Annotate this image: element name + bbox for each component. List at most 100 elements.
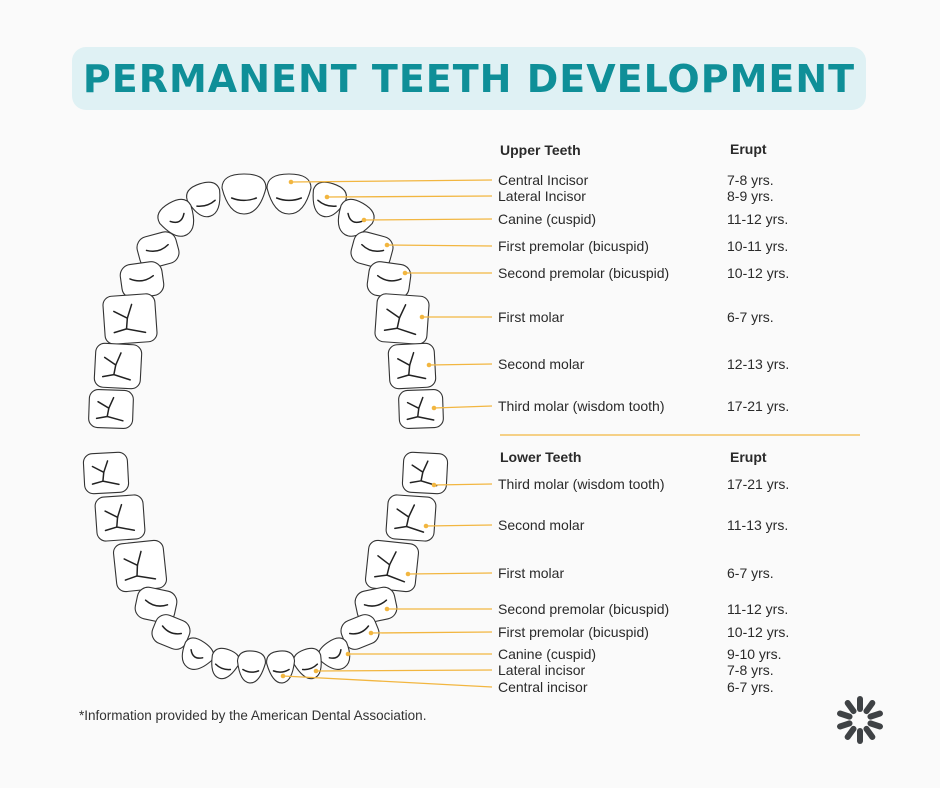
- tooth-outline: [236, 650, 266, 684]
- upper-leader-line: [326, 195, 493, 198]
- lower-left-tooth-4: [134, 586, 178, 624]
- title-banner: PERMANENT TEETH DEVELOPMENT: [72, 47, 866, 110]
- lower-leader-line: [407, 572, 493, 575]
- upper-erupt-age: 12-13 yrs.: [727, 356, 790, 372]
- tooth-groove: [169, 212, 185, 224]
- tooth-outline: [93, 342, 143, 390]
- tooth-outline: [82, 451, 130, 495]
- lower-erupt-age: 6-7 yrs.: [727, 565, 774, 581]
- lower-leader-line: [370, 631, 493, 634]
- tooth-groove: [317, 199, 337, 208]
- upper-tooth-name: Central Incisor: [498, 172, 589, 188]
- tooth-outline: [112, 539, 168, 593]
- lower-tooth-name: First molar: [498, 565, 565, 581]
- lower-erupt-age: 7-8 yrs.: [727, 662, 774, 678]
- tooth-groove: [272, 668, 290, 673]
- tooth-outline: [221, 173, 267, 215]
- logo-ray: [863, 700, 876, 715]
- upper-left-tooth-8: [88, 389, 134, 429]
- lower-leader-line: [425, 524, 493, 527]
- upper-leader-dot: [384, 242, 390, 248]
- tooth-groove: [161, 625, 182, 635]
- tooth-outline: [102, 293, 158, 345]
- starburst-logo-icon: [837, 696, 883, 744]
- upper-right-tooth-6: [374, 293, 430, 345]
- upper-leader-line: [363, 218, 493, 221]
- tooth-outline: [364, 539, 420, 593]
- tooth-groove: [144, 599, 169, 607]
- tooth-groove: [349, 625, 370, 635]
- tooth-groove: [363, 599, 388, 607]
- upper-tooth-name: First premolar (bicuspid): [498, 238, 649, 254]
- lower-left-tooth-8: [236, 650, 266, 684]
- upper-tooth-name: Canine (cuspid): [498, 211, 597, 227]
- tooth-groove: [409, 480, 422, 484]
- lower-leader-dot: [345, 651, 351, 657]
- tooth-groove: [397, 374, 410, 379]
- lower-leader-dot: [280, 673, 286, 679]
- upper-erupt-age: 7-8 yrs.: [727, 172, 774, 188]
- lower-erupt-age: 11-13 yrs.: [727, 517, 789, 533]
- lower-left-tooth-5: [151, 614, 191, 650]
- tooth-groove: [145, 243, 169, 253]
- upper-erupt-header: Erupt: [730, 141, 767, 157]
- lower-leader-dot: [384, 606, 390, 612]
- upper-right-tooth-7: [387, 342, 437, 390]
- lower-leader-dot: [313, 668, 319, 674]
- tooth-outline: [398, 389, 444, 429]
- upper-leader-dot: [324, 194, 330, 200]
- lower-tooth-name: Canine (cuspid): [498, 646, 597, 662]
- lower-leader-line: [282, 675, 493, 688]
- upper-leader-line: [386, 244, 493, 247]
- lower-leader-dot: [423, 523, 429, 529]
- lower-right-tooth-3: [364, 539, 420, 593]
- footnote: *Information provided by the American De…: [79, 708, 427, 723]
- lower-erupt-age: 10-12 yrs.: [727, 624, 790, 640]
- upper-left-tooth-3: [157, 198, 195, 237]
- upper-leader-dot: [402, 270, 408, 276]
- upper-left-tooth-2: [186, 181, 221, 218]
- upper-leader-line: [428, 363, 493, 366]
- upper-leader-dot: [431, 405, 437, 411]
- upper-tooth-name: Lateral Incisor: [498, 188, 586, 204]
- tooth-outline: [385, 494, 437, 542]
- tooth-outline: [266, 173, 312, 215]
- tooth-outline: [94, 494, 146, 542]
- upper-erupt-age: 17-21 yrs.: [727, 398, 790, 414]
- upper-leader-dot: [288, 179, 294, 185]
- tooth-groove: [95, 415, 108, 420]
- tooth-groove: [376, 274, 402, 282]
- tooth-outline: [337, 198, 375, 237]
- lower-right-tooth-2: [385, 494, 437, 542]
- upper-erupt-age: 10-12 yrs.: [727, 265, 790, 281]
- tooth-groove: [91, 480, 104, 485]
- tooth-groove: [113, 328, 128, 334]
- upper-right-tooth-4: [350, 231, 394, 269]
- tooth-groove: [406, 415, 419, 421]
- upper-leader-line: [290, 179, 493, 183]
- lower-left-tooth-1: [82, 451, 130, 495]
- tooth-groove: [347, 212, 363, 224]
- lower-left-tooth-3: [112, 539, 168, 593]
- lower-tooth-name: First premolar (bicuspid): [498, 624, 649, 640]
- lower-erupt-age: 6-7 yrs.: [727, 679, 774, 695]
- lower-leader-dot: [405, 571, 411, 577]
- tooth-groove: [394, 525, 408, 530]
- tooth-outline: [317, 637, 351, 670]
- lower-tooth-name: Second premolar (bicuspid): [498, 601, 670, 617]
- upper-erupt-age: 8-9 yrs.: [727, 188, 774, 204]
- lower-tooth-name: Central incisor: [498, 679, 588, 695]
- logo-ray: [867, 710, 883, 720]
- lower-erupt-age: 11-12 yrs.: [727, 601, 789, 617]
- tooth-groove: [129, 274, 155, 282]
- logo-ray: [863, 725, 876, 740]
- lower-right-tooth-1: [401, 451, 449, 495]
- tooth-groove: [328, 648, 342, 659]
- page-title: PERMANENT TEETH DEVELOPMENT: [82, 56, 856, 101]
- upper-leader-dot: [361, 217, 367, 223]
- lower-right-tooth-4: [354, 586, 398, 624]
- lower-erupt-header: Erupt: [730, 449, 767, 465]
- lower-right-tooth-8: [266, 650, 296, 684]
- tooth-groove: [214, 663, 232, 671]
- tooth-outline: [401, 451, 449, 495]
